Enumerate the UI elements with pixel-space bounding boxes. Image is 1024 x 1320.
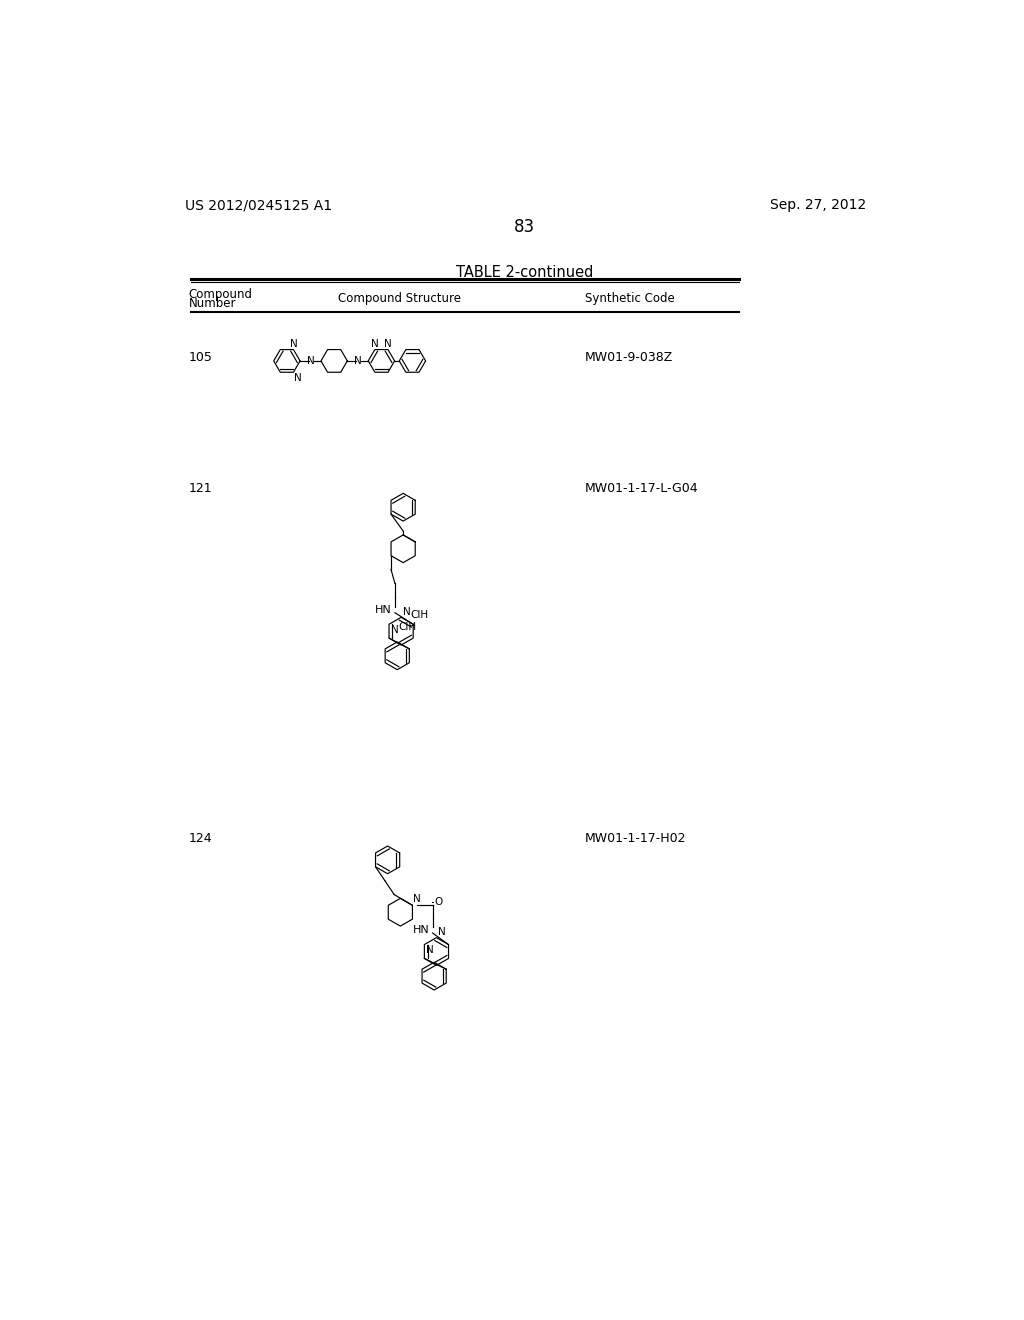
Text: N: N: [354, 356, 362, 366]
Text: N: N: [371, 339, 379, 348]
Text: ClH: ClH: [398, 622, 417, 631]
Text: O: O: [434, 898, 442, 907]
Text: TABLE 2-continued: TABLE 2-continued: [456, 264, 594, 280]
Text: N: N: [384, 339, 392, 348]
Text: Sep. 27, 2012: Sep. 27, 2012: [770, 198, 866, 213]
Text: 105: 105: [188, 351, 212, 364]
Text: N: N: [426, 945, 434, 956]
Text: 83: 83: [514, 218, 536, 236]
Text: MW01-1-17-L-G04: MW01-1-17-L-G04: [586, 482, 698, 495]
Text: Compound Structure: Compound Structure: [338, 293, 461, 305]
Text: 124: 124: [188, 832, 212, 845]
Text: Synthetic Code: Synthetic Code: [586, 293, 675, 305]
Text: HN: HN: [375, 605, 392, 615]
Text: 121: 121: [188, 482, 212, 495]
Text: N: N: [438, 927, 445, 937]
Text: Compound: Compound: [188, 288, 253, 301]
Text: MW01-1-17-H02: MW01-1-17-H02: [586, 832, 687, 845]
Text: N: N: [402, 607, 411, 616]
Text: N: N: [307, 356, 314, 366]
Text: Number: Number: [188, 297, 236, 310]
Text: US 2012/0245125 A1: US 2012/0245125 A1: [184, 198, 332, 213]
Text: N: N: [290, 339, 297, 348]
Text: N: N: [390, 626, 398, 635]
Text: HN: HN: [413, 925, 429, 935]
Text: ClH: ClH: [411, 610, 428, 620]
Text: N: N: [294, 374, 302, 383]
Text: MW01-9-038Z: MW01-9-038Z: [586, 351, 674, 364]
Text: N: N: [414, 894, 421, 904]
